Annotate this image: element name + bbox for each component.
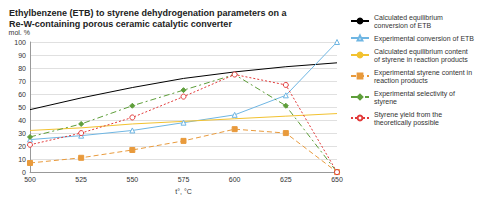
svg-text:650: 650 <box>331 176 343 183</box>
svg-text:80: 80 <box>18 65 26 72</box>
svg-text:90: 90 <box>18 52 26 59</box>
svg-text:525: 525 <box>75 176 87 183</box>
svg-text:20: 20 <box>18 143 26 150</box>
svg-text:0: 0 <box>22 169 26 176</box>
svg-text:625: 625 <box>280 176 292 183</box>
svg-text:t°, °C: t°, °C <box>175 188 192 195</box>
svg-text:Calculated equilibrium: Calculated equilibrium <box>374 14 445 22</box>
svg-text:40: 40 <box>18 117 26 124</box>
svg-text:styrene: styrene <box>374 98 397 106</box>
svg-text:reaction products: reaction products <box>374 77 428 85</box>
svg-text:Experimental selectivity of: Experimental selectivity of <box>374 90 457 98</box>
svg-text:Styrene yield from the: Styrene yield from the <box>374 111 444 119</box>
svg-text:550: 550 <box>126 176 138 183</box>
svg-text:Re-W-containing porous ceramic: Re-W-containing porous ceramic catalytic… <box>9 19 232 29</box>
svg-text:10: 10 <box>18 156 26 163</box>
svg-text:70: 70 <box>18 78 26 85</box>
svg-text:of styrene in reaction product: of styrene in reaction products <box>374 56 468 64</box>
svg-text:500: 500 <box>24 176 36 183</box>
svg-text:575: 575 <box>178 176 190 183</box>
svg-text:theoretically possible: theoretically possible <box>374 119 439 127</box>
svg-text:50: 50 <box>18 104 26 111</box>
svg-text:Calculated equilibrium content: Calculated equilibrium content <box>374 48 470 56</box>
svg-text:conversion of ETB: conversion of ETB <box>374 22 432 29</box>
svg-text:30: 30 <box>18 130 26 137</box>
svg-text:Experimental conversion of ETB: Experimental conversion of ETB <box>374 35 474 43</box>
svg-text:Experimental styrene content i: Experimental styrene content in <box>374 69 474 77</box>
svg-text:Ethylbenzene (ETB) to styrene: Ethylbenzene (ETB) to styrene dehydrogen… <box>9 8 289 18</box>
svg-text:mol. %: mol. % <box>9 29 30 36</box>
svg-text:600: 600 <box>229 176 241 183</box>
svg-text:60: 60 <box>18 91 26 98</box>
svg-text:100: 100 <box>14 39 26 46</box>
